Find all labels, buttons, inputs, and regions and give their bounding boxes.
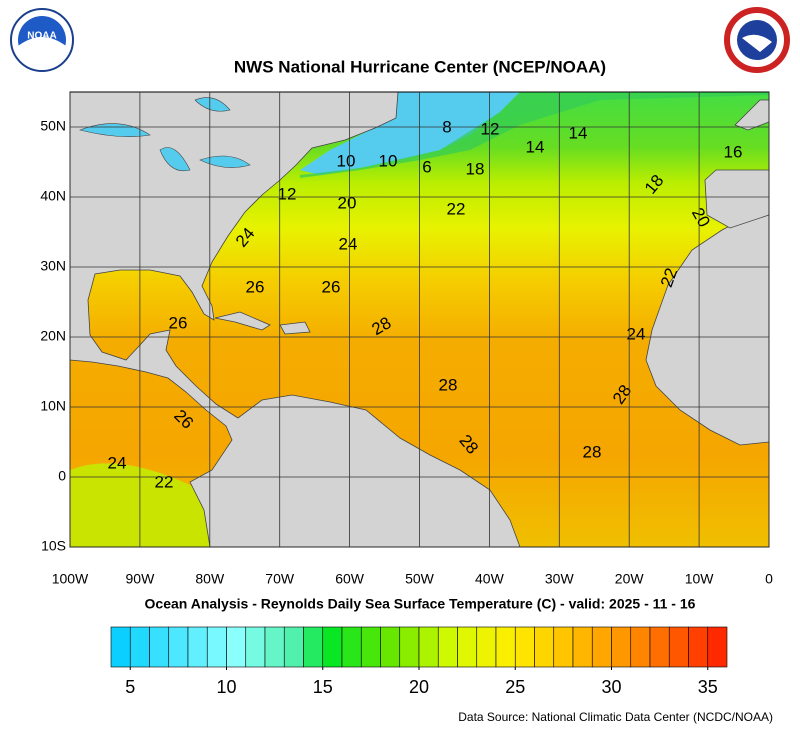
noaa-logo: NOAA: [10, 8, 74, 72]
y-tick-label: 50N: [40, 118, 66, 134]
y-tick-label: 40N: [40, 188, 66, 204]
contour-label: 18: [466, 159, 485, 178]
africa: [645, 204, 769, 446]
x-tick-label: 60W: [335, 571, 365, 587]
cool-water: [300, 92, 769, 178]
title: NWS National Hurricane Center (NCEP/NOAA…: [234, 57, 606, 76]
contour-label: 14: [569, 123, 588, 142]
y-tick-label: 0: [58, 468, 66, 484]
colorbar-cell: [495, 626, 516, 668]
colorbar-cell: [303, 626, 324, 668]
x-tick-label: 90W: [126, 571, 156, 587]
colorbar-cell: [572, 626, 593, 668]
svg-text:NOAA: NOAA: [27, 31, 56, 42]
colorbar-cell: [264, 626, 285, 668]
contour-label: 28: [439, 375, 458, 394]
hispaniola: [279, 321, 311, 335]
colorbar-cell: [149, 626, 170, 668]
colorbar-cell: [611, 626, 632, 668]
x-tick-label: 80W: [195, 571, 225, 587]
colorbar-tick-label: 20: [409, 677, 429, 697]
colorbar-cell: [206, 626, 227, 668]
contour-label: 12: [278, 184, 297, 203]
axes: 100W 90W 80W 70W 60W 50W 40W 30W 20W 10W 0 10S 0 10N 2…: [40, 92, 773, 587]
contour-label: 24: [627, 324, 646, 343]
contour-label: 24: [108, 453, 127, 472]
source: Data Source: National Climatic Data Cent…: [458, 710, 773, 724]
y-tick-label: 30N: [40, 258, 66, 274]
colorbar-cell: [649, 626, 670, 668]
contour-label: 12: [481, 119, 500, 138]
colorbar-tick-label: 10: [216, 677, 236, 697]
colorbar-cell: [380, 626, 401, 668]
x-tick-label: 40W: [475, 571, 505, 587]
contour-label: 24: [339, 234, 358, 253]
colorbar-cell: [226, 626, 247, 668]
colorbar-tick-label: 5: [125, 677, 135, 697]
colorbar-cell: [341, 626, 362, 668]
contour-label: 14: [526, 137, 545, 156]
contour-label: 26: [322, 277, 341, 296]
colorbar-cell: [245, 626, 266, 668]
colorbar-cell: [360, 626, 381, 668]
x-tick-label: 30W: [545, 571, 575, 587]
contour-label: 6: [422, 157, 431, 176]
caption: Ocean Analysis - Reynolds Daily Sea Surf…: [145, 596, 696, 612]
x-tick-label: 50W: [405, 571, 435, 587]
x-tick-label: 100W: [52, 571, 89, 587]
colorbar-cell: [129, 626, 150, 668]
cuba: [214, 311, 271, 331]
colorbar-cell: [514, 626, 535, 668]
colorbar-tick-label: 35: [698, 677, 718, 697]
colorbar-cell: [476, 626, 497, 668]
contour-label: 22: [155, 472, 174, 491]
iberia: [704, 169, 769, 229]
colorbar: 5 10 15 20 25 30 35: [110, 626, 728, 697]
colorbar-cell: [322, 626, 343, 668]
colorbar-cell: [457, 626, 478, 668]
contour-label: 16: [724, 142, 743, 161]
colorbar-cell: [418, 626, 439, 668]
contour-label: 28: [583, 442, 602, 461]
cold-water: [300, 92, 520, 175]
contour-label: 22: [447, 199, 466, 218]
americas: [70, 92, 521, 547]
contour-label: 10: [337, 151, 356, 170]
x-tick-label: 0: [765, 571, 773, 587]
britain: [734, 99, 769, 131]
colorbar-cell: [168, 626, 189, 668]
land: [70, 92, 769, 547]
colorbar-cell: [283, 626, 304, 668]
colorbar-tick-label: 15: [313, 677, 333, 697]
colorbar-cell: [630, 626, 651, 668]
contour-label: 26: [246, 277, 265, 296]
colorbar-cell: [707, 626, 728, 668]
y-tick-label: 10S: [41, 538, 66, 554]
x-tick-label: 10W: [685, 571, 715, 587]
colorbar-cell: [534, 626, 555, 668]
colorbar-tick-label: 30: [601, 677, 621, 697]
colorbar-cell: [187, 626, 208, 668]
colorbar-cell: [668, 626, 689, 668]
y-tick-label: 20N: [40, 328, 66, 344]
colorbar-cell: [110, 626, 131, 668]
pacific-water: [70, 463, 220, 547]
colorbar-tick-label: 25: [505, 677, 525, 697]
colorbar-cell: [553, 626, 574, 668]
contour-label: 10: [379, 151, 398, 170]
contour-label: 20: [338, 193, 357, 212]
x-tick-label: 70W: [265, 571, 295, 587]
colorbar-cell: [437, 626, 458, 668]
colorbar-cell: [591, 626, 612, 668]
x-tick-label: 20W: [615, 571, 645, 587]
y-tick-label: 10N: [40, 398, 66, 414]
colorbar-cell: [688, 626, 709, 668]
nws-logo: [724, 7, 790, 73]
contour-label: 26: [169, 313, 188, 332]
colorbar-cell: [399, 626, 420, 668]
